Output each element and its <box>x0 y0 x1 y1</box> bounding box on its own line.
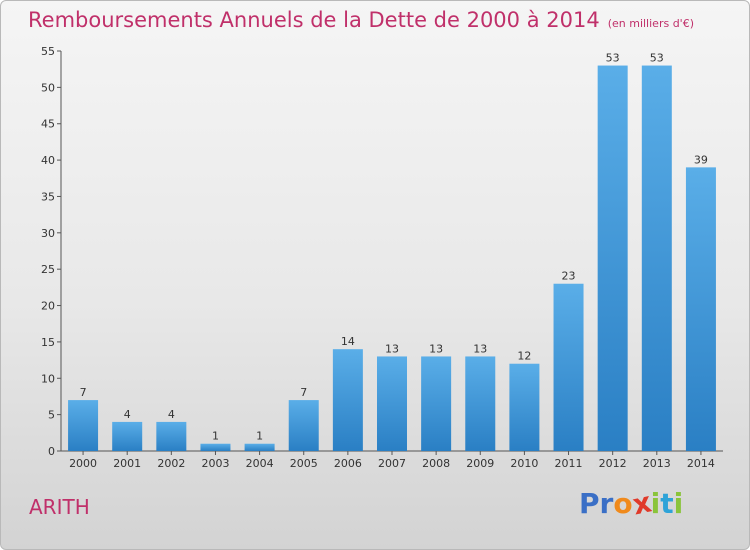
commune-name: ARITH <box>29 495 90 519</box>
data-label: 53 <box>650 52 664 65</box>
x-tick-label: 2009 <box>466 457 494 470</box>
x-tick-label: 2003 <box>201 457 229 470</box>
data-label: 13 <box>473 342 487 355</box>
x-tick-label: 2011 <box>555 457 583 470</box>
x-tick-label: 2007 <box>378 457 406 470</box>
y-tick-label: 15 <box>41 336 55 349</box>
chart-subtitle: (en milliers d'€) <box>607 17 694 30</box>
bar <box>156 421 187 451</box>
bar <box>112 421 143 451</box>
logo-letter: o <box>613 487 633 520</box>
bar <box>68 400 99 451</box>
y-tick-label: 55 <box>41 45 55 58</box>
y-tick-label: 10 <box>41 372 55 385</box>
x-tick-label: 2008 <box>422 457 450 470</box>
logo-letter: P <box>579 487 600 520</box>
data-label: 4 <box>168 408 175 421</box>
bar <box>685 167 716 451</box>
bar <box>465 356 496 451</box>
y-tick-label: 0 <box>48 445 55 458</box>
logo-letter: i <box>650 487 661 520</box>
bar <box>377 356 407 451</box>
x-tick-label: 2013 <box>643 457 671 470</box>
logo-letter: r <box>599 487 614 520</box>
bars <box>68 65 716 451</box>
y-tick-label: 50 <box>41 81 55 94</box>
x-tick-label: 2010 <box>510 457 538 470</box>
x-tick-label: 2005 <box>290 457 318 470</box>
bar <box>244 443 275 451</box>
title-row: Remboursements Annuels de la Dette de 20… <box>28 8 694 32</box>
bar <box>288 400 319 451</box>
bar <box>421 356 452 451</box>
x-tick-label: 2002 <box>157 457 185 470</box>
data-label: 12 <box>517 350 531 363</box>
axes: 0 5 10 15 20 25 30 35 40 45 50 55 2000 2001 2002 2003 20… <box>41 45 723 470</box>
data-label: 23 <box>562 270 576 283</box>
x-tick-label: 2004 <box>246 457 274 470</box>
data-label: 53 <box>606 52 620 65</box>
y-tick-label: 25 <box>41 263 55 276</box>
data-label: 4 <box>124 408 131 421</box>
x-tick-label: 2006 <box>334 457 362 470</box>
bar <box>332 349 363 451</box>
logo-letter: i <box>673 487 684 520</box>
data-label: 13 <box>385 342 399 355</box>
x-tick-label: 2001 <box>113 457 141 470</box>
x-tick-label: 2000 <box>69 457 97 470</box>
data-label: 14 <box>341 335 355 348</box>
logo-letter: t <box>660 487 674 520</box>
y-tick-label: 40 <box>41 154 55 167</box>
data-label: 7 <box>300 386 307 399</box>
bar <box>200 443 231 451</box>
y-tick-label: 35 <box>41 190 55 203</box>
y-tick-label: 5 <box>48 409 55 422</box>
data-label: 1 <box>256 430 263 443</box>
value-labels: 7 4 4 1 1 7 14 13 13 13 12 23 53 53 39 <box>80 52 708 443</box>
x-tick-label: 2012 <box>599 457 627 470</box>
x-tick-label: 2014 <box>687 457 715 470</box>
data-label: 13 <box>429 342 443 355</box>
bar <box>597 65 628 451</box>
chart-title: Remboursements Annuels de la Dette de 20… <box>28 8 600 32</box>
data-label: 1 <box>212 430 219 443</box>
bar <box>641 65 672 451</box>
proxiti-logo[interactable]: Proxiti <box>579 485 684 521</box>
y-tick-label: 45 <box>41 118 55 131</box>
y-tick-label: 20 <box>41 300 55 313</box>
bar <box>509 363 540 451</box>
bar <box>553 283 584 451</box>
data-label: 7 <box>80 386 87 399</box>
data-label: 39 <box>694 153 708 166</box>
y-tick-label: 30 <box>41 227 55 240</box>
